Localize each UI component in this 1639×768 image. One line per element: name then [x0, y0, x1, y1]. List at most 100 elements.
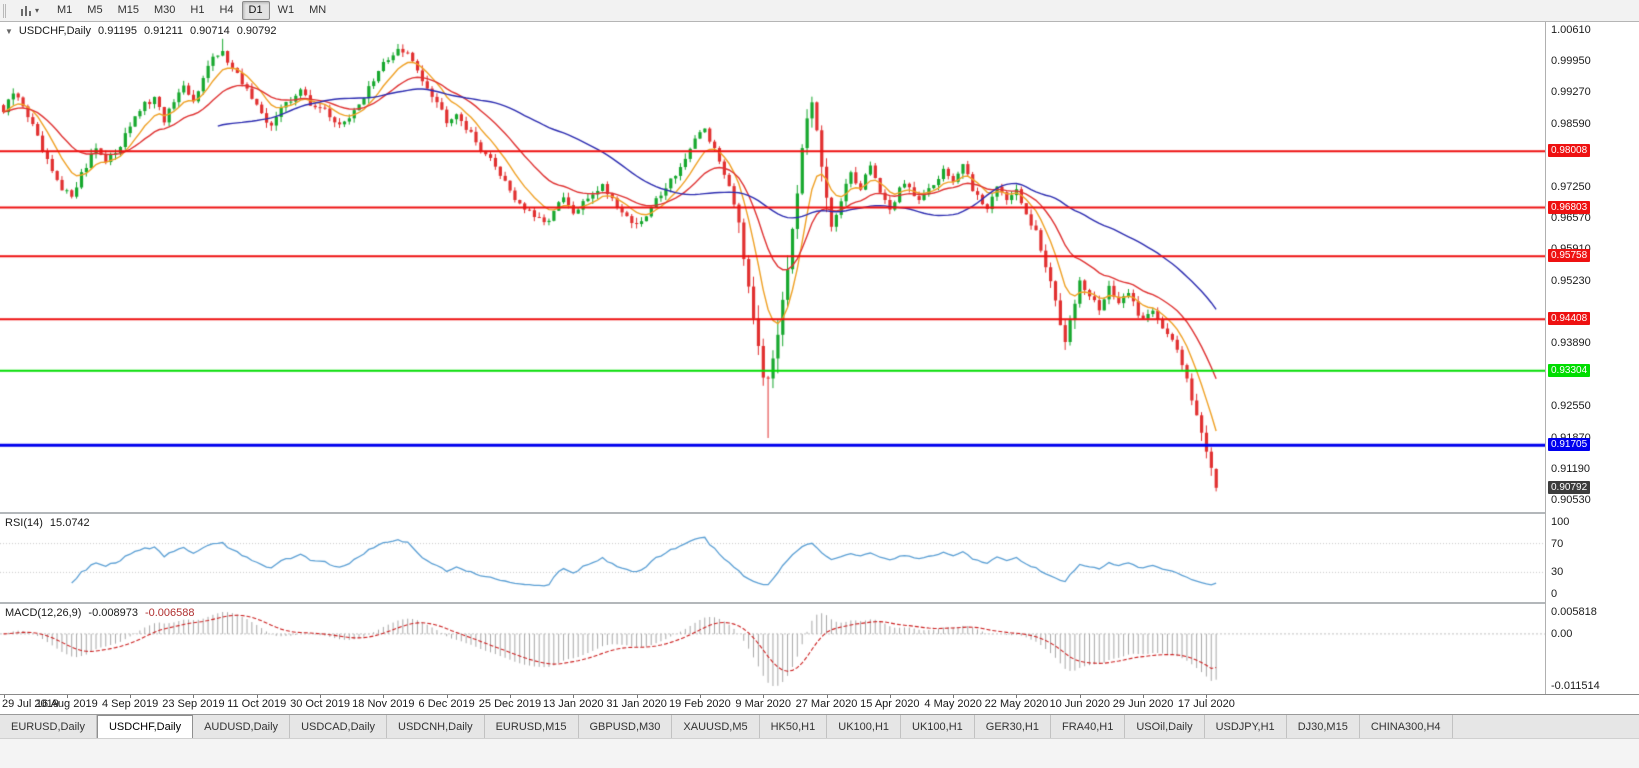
chart-tab-usoil-daily[interactable]: USOil,Daily [1125, 715, 1205, 738]
price-tick-label: 0.99950 [1551, 54, 1591, 67]
date-tick-mark [509, 695, 511, 698]
date-tick-label: 13 Jan 2020 [543, 698, 604, 710]
date-tick-mark [1079, 695, 1081, 698]
chart-tab-usdjpy-h1[interactable]: USDJPY,H1 [1205, 715, 1287, 738]
collapse-chart-icon[interactable]: ▼ [5, 26, 13, 36]
date-tick-label: 31 Jan 2020 [606, 698, 667, 710]
chart-tab-usdcnh-daily[interactable]: USDCNH,Daily [387, 715, 485, 738]
date-tick-mark [130, 695, 132, 698]
hline-price-badge: 0.95758 [1548, 249, 1591, 263]
price-axis[interactable]: 1.00610 0.99950 0.99270 0.98590 0.97250 0.965… [1545, 22, 1639, 694]
date-tick-mark [826, 695, 828, 698]
date-tick-mark [66, 695, 68, 698]
timeframe-buttons-group: M1 M5 M15 M30 H1 H4 D1 W1 MN [50, 1, 333, 20]
chart-tab-usdcad-daily[interactable]: USDCAD,Daily [290, 715, 388, 738]
date-axis[interactable]: 29 Jul 2019 16 Aug 2019 4 Sep 2019 23 Sep 2… [0, 694, 1639, 715]
rsi-pane: RSI(14) 15.0742 [0, 514, 1639, 602]
timeframe-button-w1[interactable]: W1 [277, 4, 295, 16]
date-tick-label: 4 Sep 2019 [101, 698, 159, 710]
macd-main-value: -0.008973 [88, 607, 138, 619]
chart-symbol-label: USDCHF,Daily [18, 25, 92, 37]
chart-window: ▼ USDCHF,Daily 0.91195 0.91211 0.90714 0… [0, 22, 1639, 715]
quote-close: 0.90792 [236, 25, 277, 37]
date-tick-mark [889, 695, 891, 698]
date-tick-mark [763, 695, 765, 698]
chart-tab-hk50-h1[interactable]: HK50,H1 [760, 715, 828, 738]
bar-chart-icon [21, 5, 31, 16]
chart-tab-ger30-h1[interactable]: GER30,H1 [975, 715, 1051, 738]
price-tick-label: 0.93890 [1551, 337, 1591, 350]
price-tick-label: 0.96570 [1551, 212, 1591, 225]
chart-period-button[interactable]: ▾ [16, 3, 43, 19]
quote-open: 0.91195 [98, 25, 137, 37]
date-tick-mark [320, 695, 322, 698]
date-tick-label: 22 May 2020 [984, 698, 1049, 710]
chart-title: ▼ USDCHF,Daily 0.91195 0.91211 0.90714 0… [5, 25, 276, 37]
price-chart-canvas[interactable] [0, 22, 1545, 512]
date-tick-mark [953, 695, 955, 698]
chart-tab-eurusd-m15[interactable]: EURUSD,M15 [485, 715, 579, 738]
hline-price-badge: 0.98008 [1548, 144, 1591, 158]
date-tick-label: 17 Jul 2020 [1177, 698, 1235, 710]
date-tick-mark [1206, 695, 1208, 698]
rsi-chart-canvas[interactable] [0, 514, 1545, 602]
timeframe-button-h1[interactable]: H1 [190, 4, 205, 16]
timeframe-button-m1[interactable]: M1 [57, 4, 73, 16]
date-tick-mark [1143, 695, 1145, 698]
date-tick-mark [573, 695, 575, 698]
timeframe-button-m5[interactable]: M5 [87, 4, 103, 16]
rsi-value: 15.0742 [49, 517, 90, 529]
macd-signal-value: -0.006588 [144, 607, 195, 619]
chart-tab-audusd-daily[interactable]: AUDUSD,Daily [193, 715, 291, 738]
date-tick-label: 19 Feb 2020 [669, 698, 731, 710]
date-tick-label: 30 Oct 2019 [290, 698, 351, 710]
chart-tab-xauusd-m5[interactable]: XAUUSD,M5 [672, 715, 760, 738]
timeframe-button-d1[interactable]: D1 [241, 1, 270, 20]
timeframe-button-mn[interactable]: MN [309, 4, 327, 16]
date-tick-label: 10 Jun 2020 [1049, 698, 1111, 710]
timeframe-button-h4[interactable]: H4 [219, 4, 234, 16]
date-tick-label: 6 Dec 2019 [418, 698, 475, 710]
price-tick-label: 0.97250 [1551, 180, 1591, 193]
quote-high: 0.91211 [144, 25, 183, 37]
pane-splitter[interactable] [0, 602, 1639, 604]
date-tick-mark [193, 695, 195, 698]
quote-low: 0.90714 [189, 25, 230, 37]
macd-title: MACD(12,26,9) -0.008973 -0.006588 [5, 607, 195, 619]
price-tick-label: 0.95230 [1551, 274, 1591, 287]
price-tick-label: 0.99270 [1551, 86, 1591, 99]
date-tick-label: 4 May 2020 [924, 698, 982, 710]
chart-tab-eurusd-daily[interactable]: EURUSD,Daily [0, 715, 97, 738]
price-tick-label: 0.90530 [1551, 494, 1591, 506]
chart-tab-china300-h4[interactable]: CHINA300,H4 [1360, 715, 1453, 738]
price-tick-label: 0.98590 [1551, 118, 1591, 131]
date-tick-label: 11 Oct 2019 [227, 698, 287, 710]
macd-chart-canvas[interactable] [0, 604, 1545, 694]
toolbar-grip[interactable] [3, 3, 11, 18]
chart-tab-uk100-h1[interactable]: UK100,H1 [901, 715, 975, 738]
timeframes-toolbar: ▾ M1 M5 M15 M30 H1 H4 D1 W1 MN [0, 0, 1639, 22]
date-tick-mark [3, 695, 5, 698]
date-tick-mark [699, 695, 701, 698]
chart-tab-usdchf-daily[interactable]: USDCHF,Daily [96, 715, 194, 738]
chart-tab-uk100-h1[interactable]: UK100,H1 [827, 715, 902, 738]
rsi-indicator-label: RSI(14) [5, 517, 43, 529]
chart-tab-dj30-m15[interactable]: DJ30,M15 [1287, 715, 1360, 738]
pane-splitter[interactable] [0, 512, 1639, 514]
hline-price-badge: 0.96803 [1548, 200, 1591, 214]
timeframe-button-m30[interactable]: M30 [153, 4, 176, 16]
date-tick-label: 29 Jul 2019 [2, 698, 59, 710]
macd-pane: MACD(12,26,9) -0.008973 -0.006588 [0, 604, 1639, 694]
date-tick-label: 18 Nov 2019 [352, 698, 415, 710]
timeframe-button-m15[interactable]: M15 [117, 4, 139, 16]
date-tick-label: 23 Sep 2019 [162, 698, 225, 710]
macd-tick-label: 0.005818 [1551, 606, 1597, 618]
window-background-strip [0, 738, 1639, 768]
date-tick-label: 25 Dec 2019 [478, 698, 542, 710]
chevron-down-icon: ▾ [35, 5, 40, 15]
macd-tick-label: 0.00 [1551, 627, 1573, 640]
chart-tab-fra40-h1[interactable]: FRA40,H1 [1051, 715, 1126, 738]
rsi-tick-label: 100 [1551, 516, 1570, 528]
chart-tab-gbpusd-m30[interactable]: GBPUSD,M30 [579, 715, 673, 738]
date-tick-label: 9 Mar 2020 [735, 698, 792, 710]
